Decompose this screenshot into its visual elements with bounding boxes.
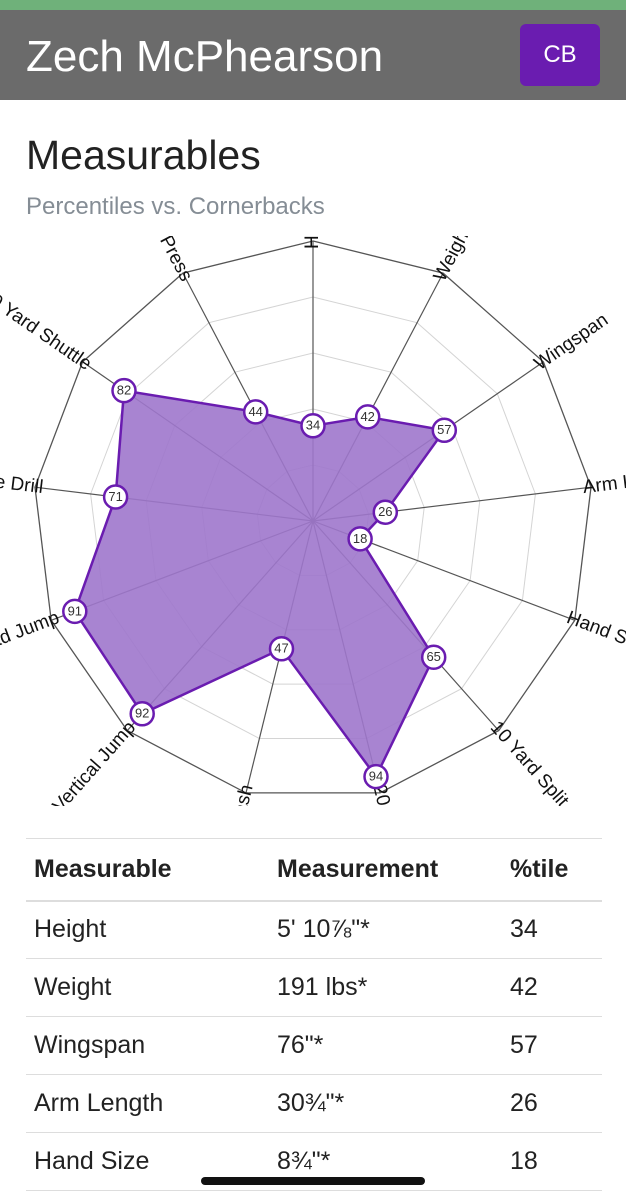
top-accent-strip	[0, 0, 626, 10]
radar-point-marker	[363, 763, 389, 790]
cell-percentile: 42	[502, 958, 602, 1017]
table-row: Height 5' 10⅞"* 34	[26, 900, 602, 959]
cell-percentile: 57	[502, 1016, 602, 1075]
cell-percentile: 26	[502, 1074, 602, 1133]
radar-chart: Height Weight Wingspan Arm Length Hand Size 1…	[0, 236, 626, 806]
cell-measurable: Arm Length	[26, 1074, 269, 1133]
radar-axis-label: Broad Jump	[0, 607, 62, 663]
radar-axis-label: Vertical Jump	[49, 717, 140, 806]
cell-measurement: 5' 10⅞"*	[269, 900, 502, 959]
radar-axis-label: Wingspan	[531, 309, 612, 374]
radar-point-label: 65	[426, 649, 440, 664]
cell-measurement: 76"*	[269, 1016, 502, 1075]
radar-point-label: 34	[306, 418, 320, 433]
radar-axis-label: 10 Yard Split	[486, 717, 573, 806]
column-header-measurable: Measurable	[26, 838, 269, 902]
column-header-measurement: Measurement	[269, 838, 502, 902]
table-header-row: Measurable Measurement %tile	[26, 838, 602, 902]
radar-axis-label: 20 Yard Shuttle	[0, 284, 95, 375]
radar-outer-ring	[34, 240, 592, 794]
app-header: Zech McPhearson CB	[0, 10, 626, 100]
radar-chart-svg: Height Weight Wingspan Arm Length Hand Size 1…	[0, 236, 626, 806]
column-header-percentile: %tile	[502, 838, 602, 902]
radar-axis-label: Bench Press	[128, 236, 197, 285]
radar-point-label: 42	[360, 409, 374, 424]
radar-point-label: 44	[248, 404, 262, 419]
cell-measurement: 30¾"*	[269, 1074, 502, 1133]
radar-point-marker	[129, 701, 155, 727]
radar-point-label: 71	[108, 489, 122, 504]
table-row: Weight 191 lbs* 42	[26, 958, 602, 1017]
position-badge[interactable]: CB	[520, 24, 600, 86]
radar-axis-label: 3-Cone Drill	[0, 465, 44, 498]
radar-point-label: 94	[369, 769, 383, 784]
radar-point-label: 82	[117, 383, 131, 398]
radar-point-marker	[62, 598, 88, 625]
radar-point-label: 91	[68, 603, 82, 618]
radar-point-label: 18	[353, 531, 367, 546]
player-name: Zech McPhearson	[26, 32, 384, 81]
radar-point-marker	[431, 417, 458, 444]
radar-point-marker	[354, 404, 381, 430]
cell-percentile: 34	[502, 900, 602, 959]
table-row: Wingspan 76"* 57	[26, 1016, 602, 1075]
radar-point-marker	[420, 644, 447, 670]
radar-point-label: 26	[378, 504, 392, 519]
cell-percentile: 18	[502, 1132, 602, 1191]
section-subtitle: Percentiles vs. Cornerbacks	[26, 193, 325, 220]
home-indicator	[201, 1177, 425, 1185]
radar-axis-label: Arm Length	[582, 465, 626, 498]
radar-point-label: 92	[135, 706, 149, 721]
radar-axis-label: Height	[302, 236, 323, 249]
table-row: Arm Length 30¾"* 26	[26, 1074, 602, 1133]
radar-point-marker	[372, 499, 399, 525]
radar-point-label: 47	[274, 641, 288, 656]
cell-measurable: Weight	[26, 958, 269, 1017]
radar-point-marker	[102, 484, 129, 510]
radar-axis-label: Weight	[430, 236, 476, 285]
cell-measurable: Height	[26, 900, 269, 959]
radar-point-marker	[242, 399, 269, 425]
cell-measurable: Wingspan	[26, 1016, 269, 1075]
section-title: Measurables	[26, 132, 261, 178]
radar-data-area	[73, 389, 447, 780]
radar-point-marker	[347, 526, 373, 552]
radar-axis-label: Hand Size	[564, 607, 626, 658]
radar-point-marker	[111, 377, 137, 404]
cell-measurement: 191 lbs*	[269, 958, 502, 1017]
radar-point-label: 57	[437, 422, 451, 437]
radar-point-marker	[268, 636, 295, 662]
radar-point-marker	[300, 413, 326, 439]
measurables-table: Measurable Measurement %tile Height 5' 1…	[26, 838, 602, 1191]
